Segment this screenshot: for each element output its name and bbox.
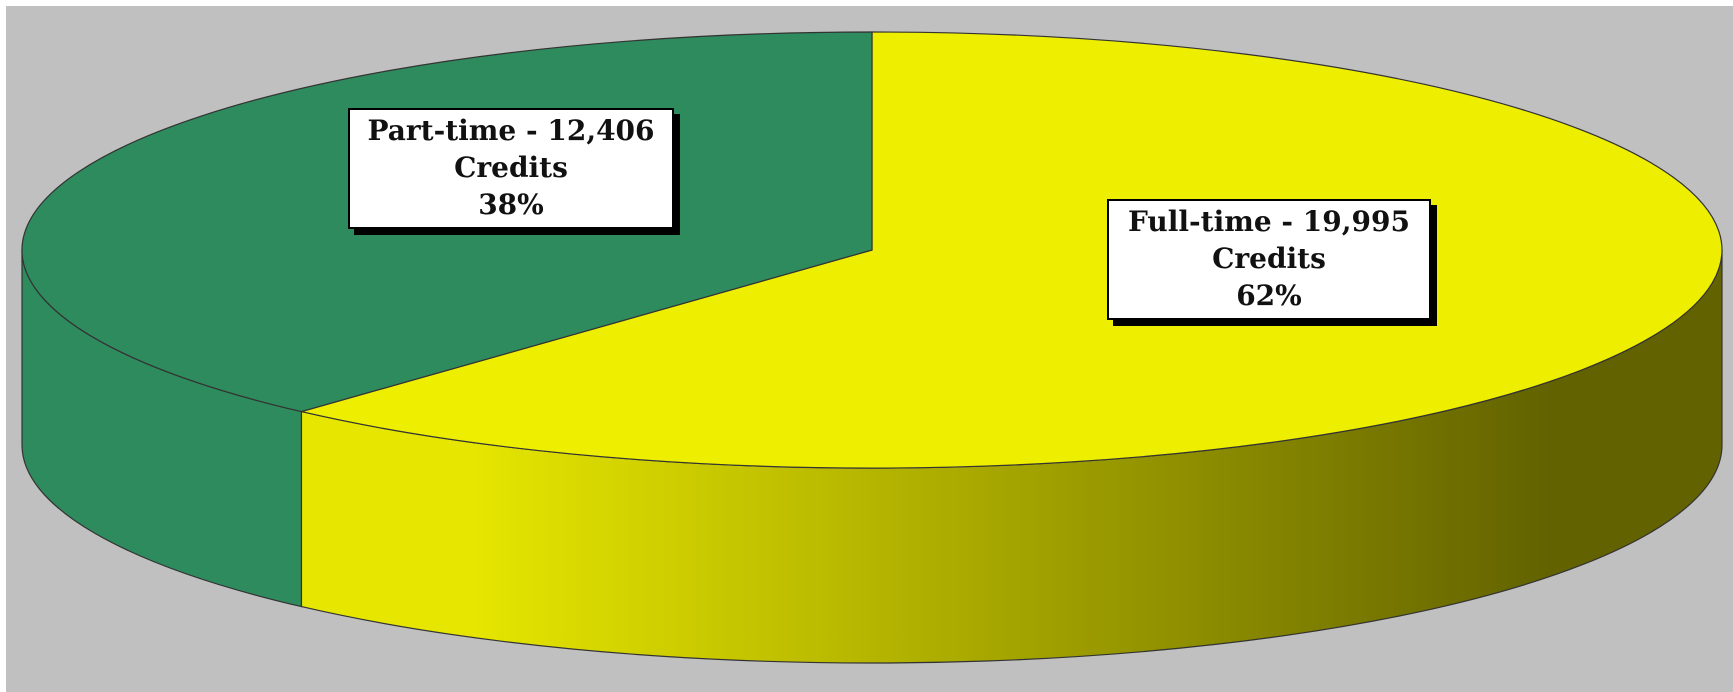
- data-label-full-time-line-2: Credits: [1212, 242, 1326, 275]
- slice-top-full-time: [301, 31, 1723, 469]
- data-label-part-time: Part-time - 12,406 Credits 38%: [348, 108, 674, 229]
- data-label-part-time-line-1: Part-time - 12,406: [367, 114, 655, 147]
- data-label-full-time-line-3: 62%: [1236, 279, 1302, 312]
- data-label-full-time: Full-time - 19,995 Credits 62%: [1107, 199, 1431, 320]
- data-label-full-time-line-1: Full-time - 19,995: [1128, 205, 1410, 238]
- data-label-part-time-line-2: Credits: [454, 151, 568, 184]
- data-label-part-time-line-3: 38%: [478, 188, 544, 221]
